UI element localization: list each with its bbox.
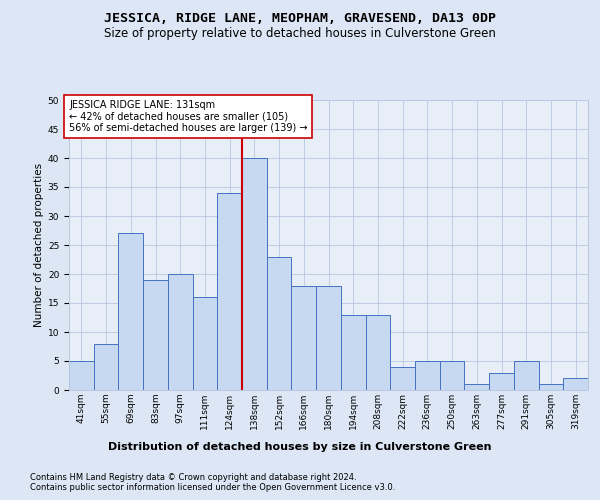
Text: Contains HM Land Registry data © Crown copyright and database right 2024.: Contains HM Land Registry data © Crown c… bbox=[30, 472, 356, 482]
Bar bbox=[69, 361, 94, 390]
Y-axis label: Number of detached properties: Number of detached properties bbox=[34, 163, 44, 327]
Bar bbox=[365, 314, 390, 390]
Bar bbox=[539, 384, 563, 390]
Bar bbox=[316, 286, 341, 390]
Text: Contains public sector information licensed under the Open Government Licence v3: Contains public sector information licen… bbox=[30, 484, 395, 492]
Bar bbox=[267, 256, 292, 390]
Text: JESSICA RIDGE LANE: 131sqm
← 42% of detached houses are smaller (105)
56% of sem: JESSICA RIDGE LANE: 131sqm ← 42% of deta… bbox=[69, 100, 308, 133]
Bar bbox=[341, 314, 365, 390]
Bar bbox=[217, 193, 242, 390]
Bar bbox=[390, 367, 415, 390]
Text: JESSICA, RIDGE LANE, MEOPHAM, GRAVESEND, DA13 0DP: JESSICA, RIDGE LANE, MEOPHAM, GRAVESEND,… bbox=[104, 12, 496, 26]
Bar bbox=[440, 361, 464, 390]
Bar bbox=[118, 234, 143, 390]
Bar bbox=[415, 361, 440, 390]
Bar bbox=[292, 286, 316, 390]
Bar bbox=[489, 372, 514, 390]
Bar bbox=[514, 361, 539, 390]
Text: Distribution of detached houses by size in Culverstone Green: Distribution of detached houses by size … bbox=[108, 442, 492, 452]
Bar bbox=[563, 378, 588, 390]
Text: Size of property relative to detached houses in Culverstone Green: Size of property relative to detached ho… bbox=[104, 28, 496, 40]
Bar bbox=[464, 384, 489, 390]
Bar bbox=[193, 297, 217, 390]
Bar bbox=[242, 158, 267, 390]
Bar bbox=[94, 344, 118, 390]
Bar bbox=[168, 274, 193, 390]
Bar bbox=[143, 280, 168, 390]
